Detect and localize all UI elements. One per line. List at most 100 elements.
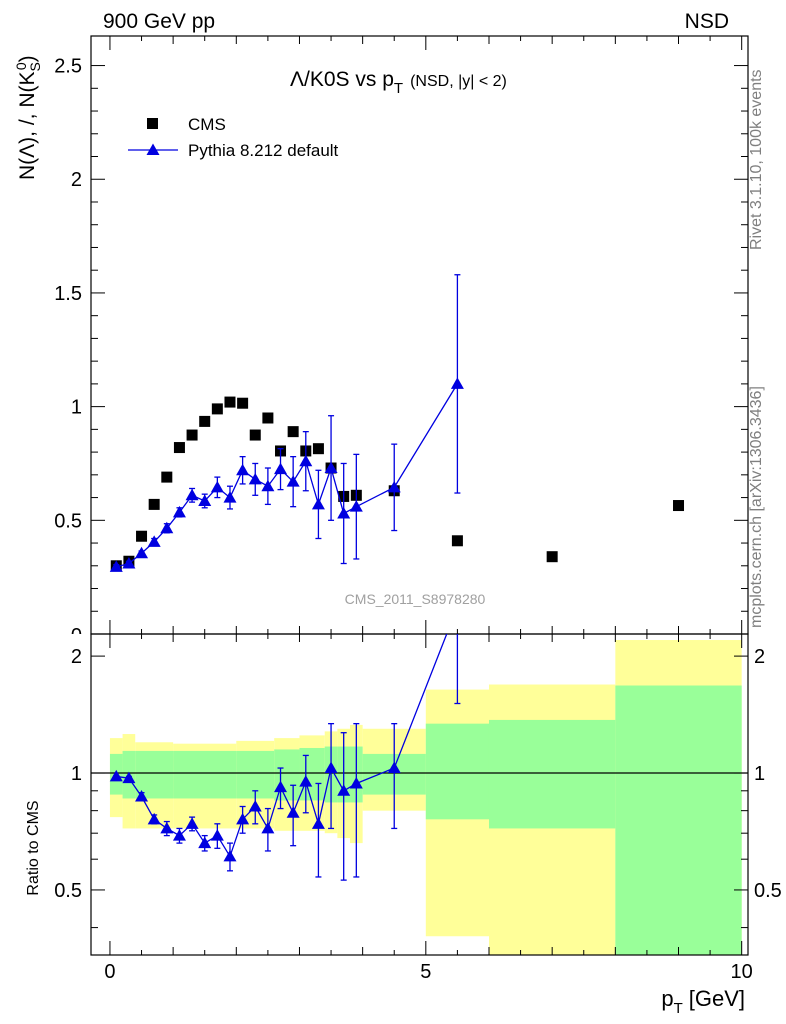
ratio-panel-frame	[90, 633, 749, 956]
ratio-y-tick-label-left: 0.5	[54, 880, 82, 902]
ratio-data-point	[311, 817, 325, 829]
x-axis-label-main: p	[661, 986, 673, 1011]
ratio-data-point	[349, 776, 363, 789]
y-tick-zero-clip: 0	[71, 625, 82, 647]
top-y-axis-label-close: )	[16, 55, 39, 62]
y-tick-label: 2.5	[54, 56, 82, 78]
ratio-data-point	[223, 849, 237, 862]
ratio-data-point	[172, 829, 186, 841]
cms-data-point	[224, 396, 236, 408]
ratio-band-green	[488, 719, 616, 829]
rivet-version-label: Rivet 3.1.10, 100k events	[748, 69, 765, 250]
x-tick-label: 10	[731, 961, 753, 983]
y-tick-label: 1.5	[54, 283, 82, 305]
ratio-y-axis-label: Ratio to CMS	[25, 800, 42, 895]
pythia-data-point	[109, 560, 123, 572]
ratio-data-point	[274, 780, 288, 793]
mcplots-label: mcplots.cern.ch [arXiv:1306.3436]	[748, 386, 765, 628]
ratio-data-point	[198, 836, 212, 849]
top-y-axis-label-sup: 0	[13, 62, 29, 70]
ratio-pythia-line	[116, 634, 448, 858]
ratio-data-point	[286, 806, 300, 818]
pythia-data-point	[135, 546, 149, 559]
x-axis-label-tail: [GeV]	[689, 986, 745, 1011]
pythia-data-point	[236, 463, 250, 476]
pythia-data-point	[286, 475, 300, 487]
ratio-y-tick-label-left: 2	[71, 646, 82, 668]
pythia-data-point	[198, 494, 212, 506]
ratio-data-point	[122, 771, 136, 784]
pythia-data-point	[160, 521, 174, 534]
ratio-band-green	[425, 723, 489, 820]
ratio-data-point	[185, 817, 199, 829]
pythia-data-point	[349, 500, 363, 512]
pythia-data-point	[324, 461, 338, 474]
pythia-data-point	[311, 497, 325, 510]
cms-data-point	[211, 403, 223, 415]
ratio-y-tick-label-right: 1	[754, 763, 765, 785]
header-right-label: NSD	[685, 10, 729, 33]
pythia-data-point	[261, 479, 275, 492]
x-tick-label: 5	[420, 961, 431, 983]
ratio-data-point	[248, 799, 262, 812]
ratio-data-point	[261, 821, 275, 834]
cms-data-point	[186, 429, 198, 441]
pythia-data-point	[337, 506, 351, 519]
pythia-data-point	[248, 472, 262, 485]
ratio-panel-data	[109, 634, 461, 881]
ratio-data-point	[337, 784, 351, 796]
y-tick-label: 0.5	[54, 510, 82, 532]
top-y-axis-label-main: N(Λ), /, N(K	[16, 71, 39, 180]
ratio-band-green	[274, 749, 300, 801]
top-y-axis-label: N(Λ), /, N(KS0)	[13, 55, 43, 180]
ratio-data-point	[210, 829, 224, 841]
ratio-y-tick-label-right: 2	[754, 646, 765, 668]
y-tick-label: 0	[71, 625, 82, 647]
ratio-band-green	[299, 747, 325, 801]
ratio-data-point	[324, 761, 338, 774]
pythia-data-point	[172, 505, 186, 518]
cms-data-point	[262, 412, 274, 424]
cms-data-point	[136, 530, 148, 542]
ratio-y-tick-label-left: 1	[71, 763, 82, 785]
data-marks	[109, 274, 685, 881]
legend-cms-marker	[147, 118, 158, 129]
pythia-data-point	[185, 488, 199, 501]
cms-data-point	[148, 498, 160, 510]
pythia-data-point	[274, 462, 288, 475]
ratio-data-point	[147, 812, 161, 825]
plot-title-subscript: T	[394, 80, 403, 97]
pythia-data-point	[223, 491, 237, 503]
plot-title: Λ/K0S vs pT (NSD, |y| < 2)	[290, 68, 507, 97]
top-y-axis-label-sub: S	[27, 62, 43, 71]
cms-data-point	[199, 415, 211, 427]
ratio-data-point	[160, 821, 174, 834]
ratio-data-point	[135, 790, 149, 802]
plot-title-main: Λ/K0S vs p	[290, 68, 394, 91]
x-axis-label-sub: T	[674, 1000, 683, 1017]
pythia-data-point	[122, 557, 136, 569]
plot-title-tail: (NSD, |y| < 2)	[410, 73, 507, 90]
cms-data-point	[546, 551, 558, 563]
pythia-data-point	[210, 480, 224, 493]
cms-data-point	[673, 500, 685, 512]
cms-data-point	[173, 442, 185, 454]
cms-data-point	[161, 471, 173, 483]
ratio-band-green	[615, 685, 742, 955]
cms-data-point	[237, 397, 249, 409]
cms-data-point	[287, 426, 299, 438]
x-axis-label: pT [GeV]	[661, 986, 745, 1017]
x-tick-label: 0	[104, 961, 115, 983]
legend-cms-label: CMS	[188, 115, 226, 134]
top-panel-data	[109, 274, 685, 572]
cms-data-point	[451, 535, 463, 547]
legend-pythia-label: Pythia 8.212 default	[188, 141, 339, 160]
pythia-data-point	[450, 377, 464, 389]
pythia-data-point	[387, 480, 401, 493]
ratio-y-tick-label-right: 0.5	[754, 880, 782, 902]
analysis-watermark: CMS_2011_S8978280	[345, 591, 486, 607]
ratio-band-green	[173, 750, 237, 799]
pythia-line	[116, 383, 458, 568]
